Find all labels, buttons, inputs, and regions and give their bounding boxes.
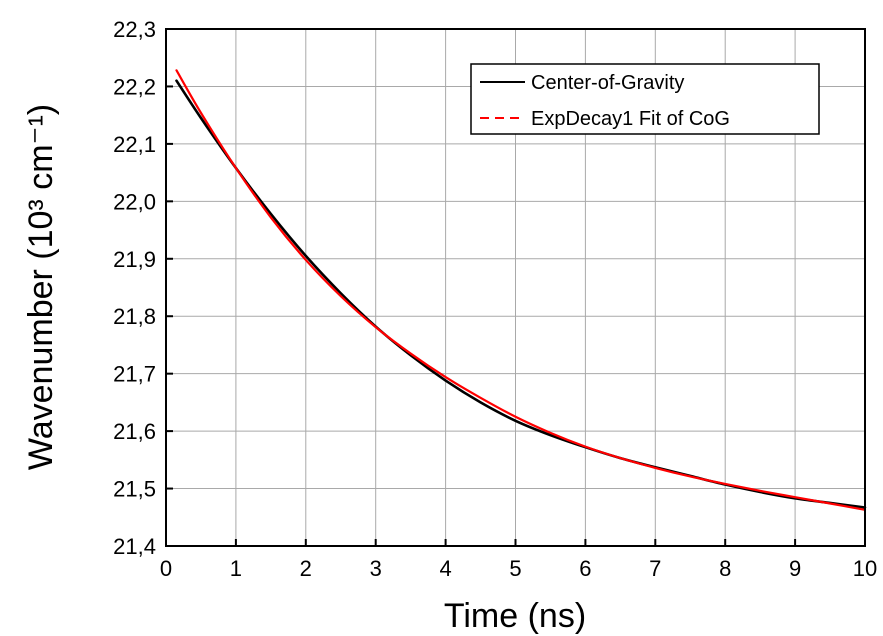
y-tick-label: 22,1 <box>113 132 156 157</box>
series-layer <box>175 69 867 511</box>
x-tick-label: 0 <box>160 556 172 581</box>
y-tick-label: 21,9 <box>113 247 156 272</box>
y-tick-label: 22,2 <box>113 74 156 99</box>
x-tick-label: 2 <box>300 556 312 581</box>
legend-label-expdecay1-fit: ExpDecay1 Fit of CoG <box>531 108 730 130</box>
x-tick-label: 3 <box>370 556 382 581</box>
legend-label-center-of-gravity: Center-of-Gravity <box>531 72 684 94</box>
x-axis-title: Time (ns) <box>444 597 586 635</box>
y-tick-label: 21,7 <box>113 362 156 387</box>
x-tick-label: 4 <box>439 556 451 581</box>
series-line-expdecay1-fit <box>175 69 867 511</box>
y-tick-label: 22,0 <box>113 189 156 214</box>
y-tick-label: 21,5 <box>113 477 156 502</box>
y-tick-label: 22,3 <box>113 17 156 42</box>
y-axis-title: Wavenumber (10³ cm⁻¹) <box>22 104 60 470</box>
x-tick-label: 10 <box>853 556 877 581</box>
x-axis-ticks: 0 1 2 3 4 5 6 7 8 9 10 <box>160 539 877 581</box>
x-tick-label: 7 <box>649 556 661 581</box>
legend: Center-of-Gravity ExpDecay1 Fit of CoG <box>470 63 820 135</box>
x-tick-label: 6 <box>579 556 591 581</box>
x-tick-label: 8 <box>719 556 731 581</box>
y-tick-label: 21,8 <box>113 304 156 329</box>
y-tick-label: 21,4 <box>113 534 156 559</box>
x-tick-label: 1 <box>230 556 242 581</box>
legend-box <box>470 63 820 135</box>
y-tick-label: 21,6 <box>113 419 156 444</box>
x-tick-label: 9 <box>789 556 801 581</box>
x-tick-label: 5 <box>509 556 521 581</box>
y-axis-ticks: 21,4 21,5 21,6 21,7 21,8 21,9 22,0 22,1 22,2 22,3 <box>113 17 173 559</box>
plot-frame <box>165 28 866 547</box>
